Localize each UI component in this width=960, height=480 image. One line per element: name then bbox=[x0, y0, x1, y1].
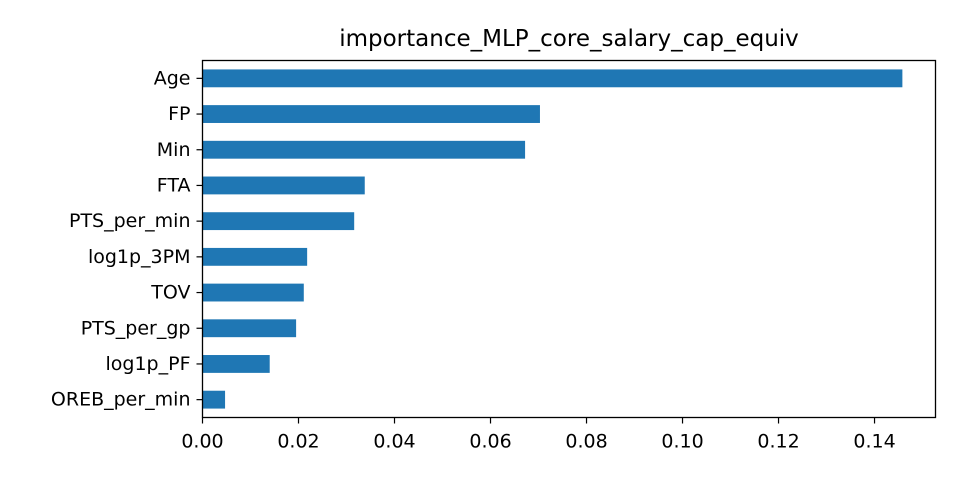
x-tick-label: 0.06 bbox=[469, 431, 511, 453]
bar-PTS_per_gp bbox=[202, 319, 297, 338]
y-tick-label: PTS_per_gp bbox=[81, 317, 191, 339]
bar-OREB_per_min bbox=[202, 390, 226, 409]
y-tick-label: TOV bbox=[150, 282, 190, 304]
plot-area-frame bbox=[201, 59, 937, 419]
x-tick-label: 0.10 bbox=[661, 431, 703, 453]
chart-title: importance_MLP_core_salary_cap_equiv bbox=[339, 26, 799, 52]
y-tick-label: Age bbox=[154, 67, 191, 89]
y-tick-label: PTS_per_min bbox=[69, 210, 191, 232]
x-tick-label: 0.14 bbox=[853, 431, 895, 453]
bar-Age bbox=[202, 69, 903, 88]
bar-PTS_per_min bbox=[202, 212, 355, 231]
y-tick-label: log1p_PF bbox=[106, 353, 191, 375]
y-tick-label: log1p_3PM bbox=[88, 246, 191, 268]
x-tick-label: 0.04 bbox=[373, 431, 415, 453]
bars-group bbox=[202, 69, 903, 409]
x-tick-label: 0.02 bbox=[277, 431, 319, 453]
y-tick-label: FP bbox=[168, 103, 190, 125]
bar-TOV bbox=[202, 283, 304, 302]
y-axis-ticks: Age FP Min FTA PTS_per_min log1p_3PM TOV PTS_pe… bbox=[51, 67, 203, 411]
bar-FTA bbox=[202, 176, 365, 195]
y-tick-label: FTA bbox=[157, 174, 191, 196]
bar-log1p_3PM bbox=[202, 247, 308, 266]
bar-FP bbox=[202, 105, 540, 123]
y-tick-label: Min bbox=[157, 139, 191, 161]
bar-Min bbox=[202, 140, 526, 159]
x-tick-label: 0.08 bbox=[565, 431, 607, 453]
x-tick-label: 0.00 bbox=[181, 431, 223, 453]
bar-log1p_PF bbox=[202, 355, 270, 373]
x-tick-label: 0.12 bbox=[757, 431, 799, 453]
y-tick-label: OREB_per_min bbox=[51, 389, 191, 411]
x-axis-ticks: 0.00 0.02 0.04 0.06 0.08 0.10 0.12 0.14 bbox=[181, 417, 896, 453]
